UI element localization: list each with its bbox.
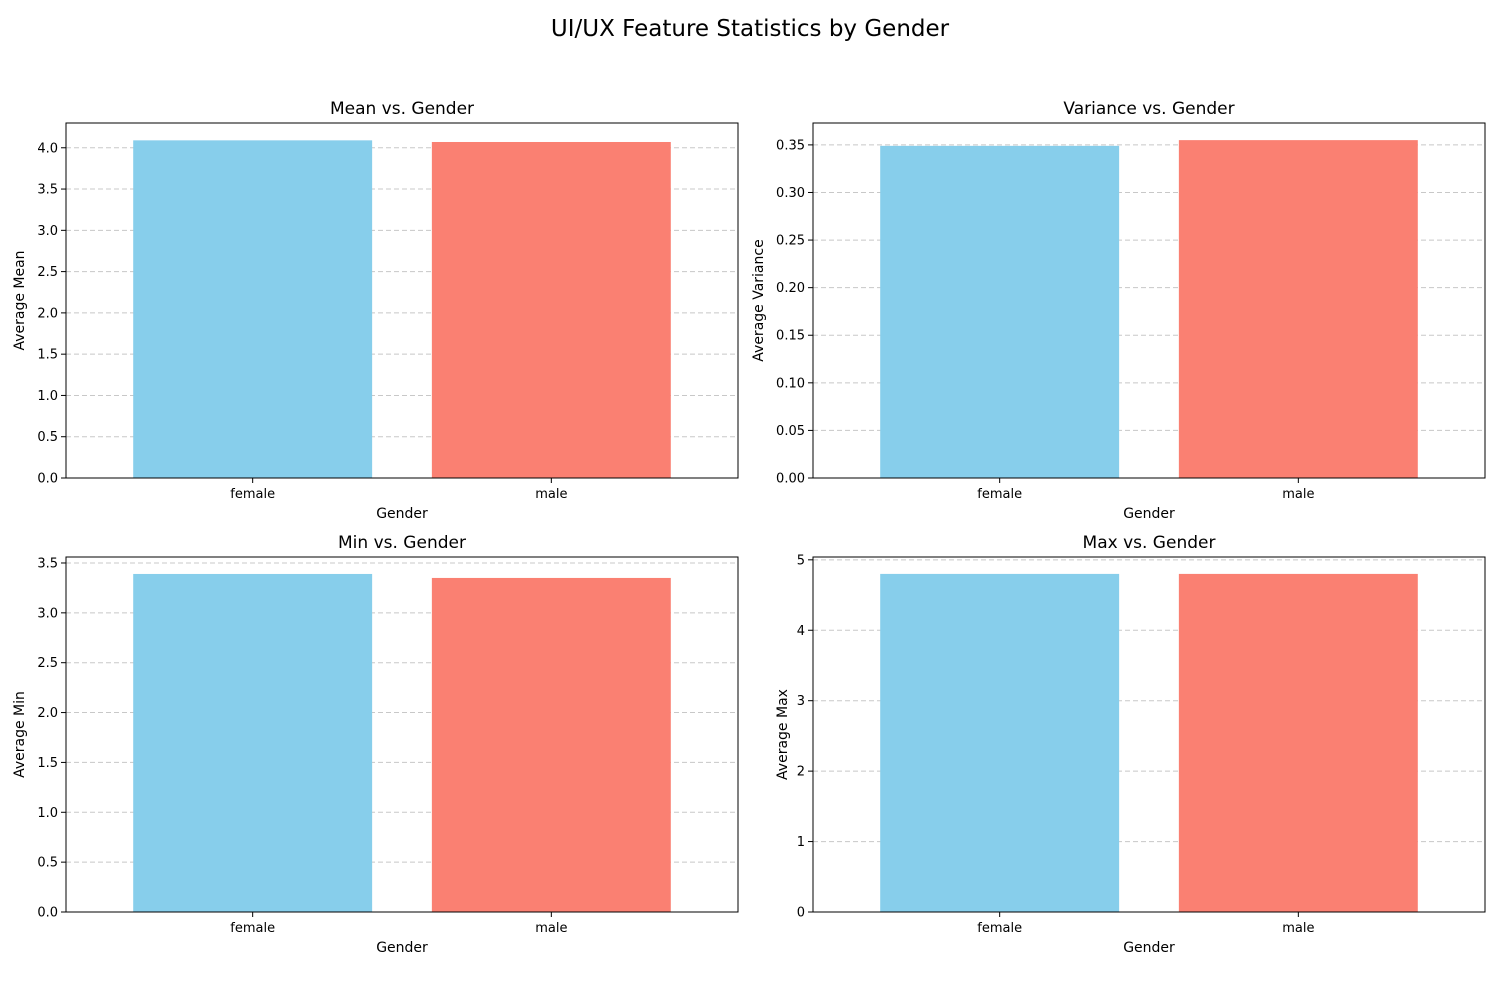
- bar-female: [880, 145, 1120, 478]
- y-axis-label: Average Min: [12, 691, 28, 778]
- panel-title: Variance vs. Gender: [1063, 99, 1234, 119]
- y-tick-label: 2.5: [37, 265, 58, 280]
- x-tick-label: female: [977, 487, 1022, 502]
- y-tick-label: 0.30: [776, 186, 805, 201]
- y-tick-label: 0.0: [37, 906, 58, 921]
- panel-title: Min vs. Gender: [338, 533, 466, 553]
- plot-frame: [65, 122, 739, 479]
- bar-female: [133, 573, 373, 912]
- y-tick-label: 0.35: [776, 138, 805, 153]
- x-axis-label: Gender: [1123, 940, 1175, 956]
- x-tick-label: female: [230, 921, 275, 936]
- chart-panel-2: female male 0.00 0.05 0.10 0.15 0.20 0.25 0.30 0.…: [751, 99, 1486, 522]
- chart-panel-4: female male 0 1 2 3 4 5 Max vs. Gender Gender Aver…: [775, 533, 1486, 956]
- y-tick-label: 3.5: [37, 556, 58, 571]
- y-tick-label: 1: [797, 835, 805, 850]
- y-tick-label: 0.00: [776, 472, 805, 487]
- y-tick-label: 3.0: [37, 606, 58, 621]
- bar-male: [1178, 573, 1418, 912]
- x-tick-label: female: [230, 487, 275, 502]
- panel-title: Max vs. Gender: [1083, 533, 1216, 553]
- panel-title: Mean vs. Gender: [330, 99, 474, 119]
- plot-frame: [65, 556, 739, 913]
- bar-female: [880, 573, 1120, 912]
- plot-frame: [812, 122, 1486, 479]
- y-tick-label: 0.0: [37, 472, 58, 487]
- y-tick-label: 4: [797, 624, 805, 639]
- figure-title: UI/UX Feature Statistics by Gender: [550, 16, 950, 42]
- y-tick-label: 2.5: [37, 656, 58, 671]
- chart-panel-1: female male 0.0 0.5 1.0 1.5 2.0 2.5 3.0 3.5 4.0 Mea…: [12, 99, 739, 522]
- x-axis-label: Gender: [1123, 506, 1175, 522]
- y-axis-label: Average Max: [775, 689, 791, 780]
- bar-male: [431, 141, 671, 478]
- bar-male: [1178, 140, 1418, 479]
- y-tick-label: 0.5: [37, 856, 58, 871]
- plot-frame: [812, 556, 1486, 913]
- y-tick-label: 1.5: [37, 348, 58, 363]
- y-axis-label: Average Mean: [12, 250, 28, 350]
- y-tick-label: 0.5: [37, 430, 58, 445]
- bar-female: [133, 140, 373, 478]
- y-tick-label: 1.5: [37, 756, 58, 771]
- y-tick-label: 0: [797, 906, 805, 921]
- y-axis-label: Average Variance: [751, 239, 767, 361]
- y-tick-label: 2.0: [37, 706, 58, 721]
- y-tick-label: 0.15: [776, 329, 805, 344]
- y-tick-label: 3.0: [37, 224, 58, 239]
- y-tick-label: 3: [797, 694, 805, 709]
- chart-panel-3: female male 0.0 0.5 1.0 1.5 2.0 2.5 3.0 3.5 Min vs…: [12, 533, 739, 956]
- y-tick-label: 3.5: [37, 183, 58, 198]
- x-tick-label: male: [535, 487, 567, 502]
- x-tick-label: male: [1282, 487, 1314, 502]
- y-tick-label: 2.0: [37, 306, 58, 321]
- x-axis-label: Gender: [376, 940, 428, 956]
- y-tick-label: 0.25: [776, 234, 805, 249]
- x-tick-label: male: [1282, 921, 1314, 936]
- y-tick-label: 4.0: [37, 141, 58, 156]
- y-tick-label: 2: [797, 765, 805, 780]
- x-tick-label: male: [535, 921, 567, 936]
- x-tick-label: female: [977, 921, 1022, 936]
- y-tick-label: 1.0: [37, 389, 58, 404]
- y-tick-label: 0.20: [776, 281, 805, 296]
- y-tick-label: 0.10: [776, 376, 805, 391]
- bar-male: [431, 577, 671, 912]
- y-tick-label: 5: [797, 553, 805, 568]
- x-axis-label: Gender: [376, 506, 428, 522]
- y-tick-label: 0.05: [776, 424, 805, 439]
- y-tick-label: 1.0: [37, 806, 58, 821]
